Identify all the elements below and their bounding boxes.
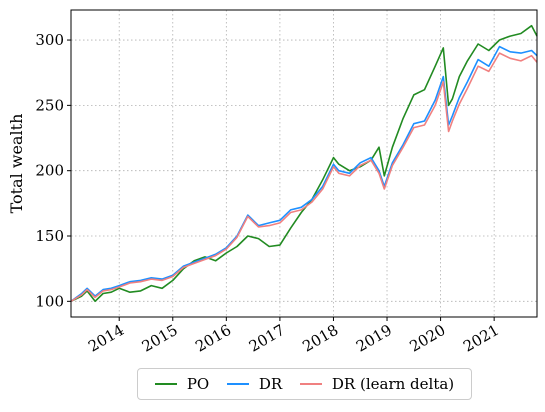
y-tick-label: 150	[35, 227, 64, 245]
x-tick-label: 2018	[299, 321, 341, 356]
x-tick-label: 2020	[407, 321, 449, 356]
plot-frame	[70, 9, 538, 318]
x-tick-label: 2019	[353, 321, 395, 356]
legend-label-po: PO	[186, 375, 210, 393]
y-tick-label: 250	[35, 96, 64, 114]
legend-item-dr: DR	[226, 375, 283, 393]
y-tick-label: 200	[35, 162, 64, 180]
x-axis: 2014 2015 2016 2017 2018 2019 2020 2021	[85, 317, 502, 356]
x-tick-label: 2014	[85, 321, 127, 356]
grid	[71, 10, 537, 317]
legend-swatch-po	[154, 383, 177, 385]
y-tick-label: 100	[35, 292, 64, 310]
legend-item-po: PO	[154, 375, 210, 393]
y-tick-label: 300	[35, 31, 64, 49]
series-line-dr	[70, 45, 538, 302]
x-tick-label: 2016	[192, 321, 234, 356]
x-tick-label: 2017	[246, 321, 288, 356]
series-layer	[70, 24, 538, 303]
legend: PO DR DR (learn delta)	[137, 368, 472, 400]
legend-label-dr: DR	[258, 375, 283, 393]
series-line-po	[70, 24, 538, 303]
x-tick-label: 2021	[460, 321, 502, 356]
legend-label-dr-learn-delta: DR (learn delta)	[331, 375, 455, 393]
legend-swatch-dr	[226, 383, 249, 385]
legend-swatch-dr-learn-delta	[299, 383, 322, 385]
y-axis: 100 150 200 250 300	[35, 31, 71, 310]
x-tick-label: 2015	[139, 321, 181, 356]
y-axis-label: Total wealth	[7, 114, 26, 214]
series-line-dr-learn-delta	[70, 52, 538, 302]
legend-item-dr-learn-delta: DR (learn delta)	[299, 375, 455, 393]
